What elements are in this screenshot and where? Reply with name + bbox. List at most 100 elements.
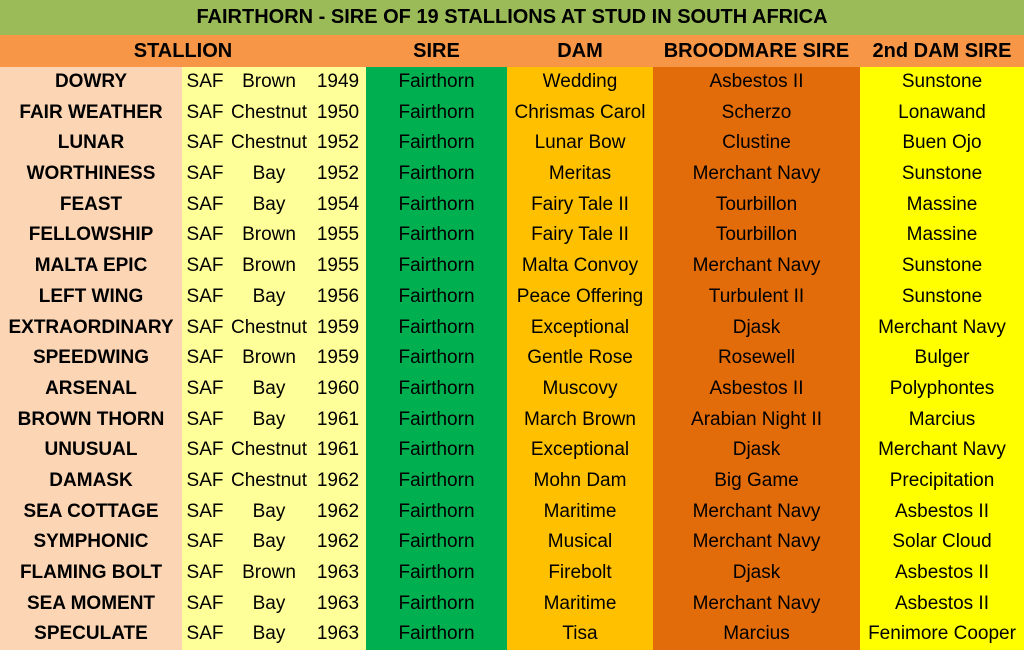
second-dam-sire-cell: Massine bbox=[860, 189, 1024, 221]
stallion-name-cell: LEFT WING bbox=[0, 281, 182, 313]
colour-cell: Brown bbox=[228, 343, 310, 374]
broodmare-sire-cell: Marcius bbox=[653, 619, 860, 650]
broodmare-sire-cell: Asbestos II bbox=[653, 373, 860, 405]
year-cell: 1961 bbox=[310, 435, 366, 466]
stallion-name-cell: FLAMING BOLT bbox=[0, 558, 182, 589]
country-cell: SAF bbox=[182, 435, 228, 466]
dam-cell: March Brown bbox=[507, 404, 653, 436]
country-cell: SAF bbox=[182, 496, 228, 528]
header-sire: SIRE bbox=[413, 40, 460, 62]
second-dam-sire-cell: Massine bbox=[860, 220, 1024, 252]
second-dam-sire-cell: Asbestos II bbox=[860, 558, 1024, 589]
colour-cell: Bay bbox=[228, 373, 310, 405]
dam-cell: Tisa bbox=[507, 619, 653, 650]
country-cell: SAF bbox=[182, 465, 228, 497]
broodmare-sire-cell: Djask bbox=[653, 558, 860, 589]
sire-cell: Fairthorn bbox=[366, 251, 507, 282]
year-cell: 1962 bbox=[310, 496, 366, 528]
broodmare-sire-cell: Djask bbox=[653, 435, 860, 466]
dam-cell: Meritas bbox=[507, 159, 653, 190]
country-cell: SAF bbox=[182, 281, 228, 313]
year-cell: 1955 bbox=[310, 251, 366, 282]
year-cell: 1949 bbox=[310, 67, 366, 98]
colour-cell: Bay bbox=[228, 496, 310, 528]
broodmare-sire-cell: Clustine bbox=[653, 128, 860, 160]
broodmare-sire-cell: Arabian Night II bbox=[653, 404, 860, 436]
second-dam-sire-cell: Buen Ojo bbox=[860, 128, 1024, 160]
stallion-name-cell: EXTRAORDINARY bbox=[0, 312, 182, 344]
sire-cell: Fairthorn bbox=[366, 128, 507, 160]
year-cell: 1962 bbox=[310, 465, 366, 497]
country-cell: SAF bbox=[182, 251, 228, 282]
dam-cell: Muscovy bbox=[507, 373, 653, 405]
second-dam-sire-cell: Polyphontes bbox=[860, 373, 1024, 405]
second-dam-sire-cell: Marcius bbox=[860, 404, 1024, 436]
colour-cell: Brown bbox=[228, 220, 310, 252]
sire-cell: Fairthorn bbox=[366, 67, 507, 98]
country-cell: SAF bbox=[182, 527, 228, 558]
stallion-name-cell: ARSENAL bbox=[0, 373, 182, 405]
table-row: LEFT WING SAF Bay 1956 Fairthorn Peace Offeri… bbox=[0, 281, 1024, 313]
colour-cell: Bay bbox=[228, 588, 310, 620]
broodmare-sire-cell: Merchant Navy bbox=[653, 251, 860, 282]
country-cell: SAF bbox=[182, 67, 228, 98]
stallion-name-cell: LUNAR bbox=[0, 128, 182, 160]
table-row: DOWRY SAF Brown 1949 Fairthorn Wedding Asbesto… bbox=[0, 67, 1024, 98]
broodmare-sire-cell: Tourbillon bbox=[653, 220, 860, 252]
header-broodmare-sire: BROODMARE SIRE bbox=[663, 40, 850, 62]
broodmare-sire-cell: Merchant Navy bbox=[653, 159, 860, 190]
colour-cell: Chestnut bbox=[228, 435, 310, 466]
stallion-name-cell: SPEEDWING bbox=[0, 343, 182, 374]
dam-cell: Musical bbox=[507, 527, 653, 558]
year-cell: 1952 bbox=[310, 128, 366, 160]
table-row: FEAST SAF Bay 1954 Fairthorn Fairy Tale II Tou… bbox=[0, 189, 1024, 221]
country-cell: SAF bbox=[182, 312, 228, 344]
table-title: FAIRTHORN - SIRE OF 19 STALLIONS AT STUD… bbox=[0, 0, 1024, 35]
colour-cell: Chestnut bbox=[228, 312, 310, 344]
dam-cell: Fairy Tale II bbox=[507, 220, 653, 252]
dam-cell: Gentle Rose bbox=[507, 343, 653, 374]
stallion-name-cell: BROWN THORN bbox=[0, 404, 182, 436]
stallion-name-cell: SEA COTTAGE bbox=[0, 496, 182, 528]
sire-cell: Fairthorn bbox=[366, 159, 507, 190]
header-stallion: STALLION bbox=[133, 40, 233, 62]
year-cell: 1959 bbox=[310, 343, 366, 374]
second-dam-sire-cell: Merchant Navy bbox=[860, 312, 1024, 344]
broodmare-sire-cell: Scherzo bbox=[653, 97, 860, 129]
table-row: FAIR WEATHER SAF Chestnut 1950 Fairthorn Chri… bbox=[0, 97, 1024, 129]
sire-cell: Fairthorn bbox=[366, 588, 507, 620]
sire-cell: Fairthorn bbox=[366, 404, 507, 436]
colour-cell: Bay bbox=[228, 404, 310, 436]
dam-cell: Exceptional bbox=[507, 312, 653, 344]
table-row: SPECULATE SAF Bay 1963 Fairthorn Tisa Marcius F… bbox=[0, 619, 1024, 650]
country-cell: SAF bbox=[182, 97, 228, 129]
stallion-name-cell: DOWRY bbox=[0, 67, 182, 98]
stallion-name-cell: FAIR WEATHER bbox=[0, 97, 182, 129]
second-dam-sire-cell: Merchant Navy bbox=[860, 435, 1024, 466]
dam-cell: Fairy Tale II bbox=[507, 189, 653, 221]
sire-cell: Fairthorn bbox=[366, 619, 507, 650]
table-row: SYMPHONIC SAF Bay 1962 Fairthorn Musical Merch… bbox=[0, 527, 1024, 558]
country-cell: SAF bbox=[182, 619, 228, 650]
year-cell: 1963 bbox=[310, 588, 366, 620]
broodmare-sire-cell: Rosewell bbox=[653, 343, 860, 374]
country-cell: SAF bbox=[182, 588, 228, 620]
second-dam-sire-cell: Fenimore Cooper bbox=[860, 619, 1024, 650]
table-row: MALTA EPIC SAF Brown 1955 Fairthorn Malta Con… bbox=[0, 251, 1024, 282]
broodmare-sire-cell: Merchant Navy bbox=[653, 496, 860, 528]
table-row: FLAMING BOLT SAF Brown 1963 Fairthorn Firebol… bbox=[0, 558, 1024, 589]
dam-cell: Lunar Bow bbox=[507, 128, 653, 160]
dam-cell: Peace Offering bbox=[507, 281, 653, 313]
year-cell: 1950 bbox=[310, 97, 366, 129]
table-row: SPEEDWING SAF Brown 1959 Fairthorn Gentle Ros… bbox=[0, 343, 1024, 374]
header-second-dam-sire: 2nd DAM SIRE bbox=[872, 40, 1012, 62]
second-dam-sire-cell: Asbestos II bbox=[860, 496, 1024, 528]
dam-cell: Chrismas Carol bbox=[507, 97, 653, 129]
sire-cell: Fairthorn bbox=[366, 343, 507, 374]
year-cell: 1963 bbox=[310, 619, 366, 650]
country-cell: SAF bbox=[182, 159, 228, 190]
stallion-name-cell: SPECULATE bbox=[0, 619, 182, 650]
year-cell: 1952 bbox=[310, 159, 366, 190]
colour-cell: Chestnut bbox=[228, 465, 310, 497]
year-cell: 1956 bbox=[310, 281, 366, 313]
